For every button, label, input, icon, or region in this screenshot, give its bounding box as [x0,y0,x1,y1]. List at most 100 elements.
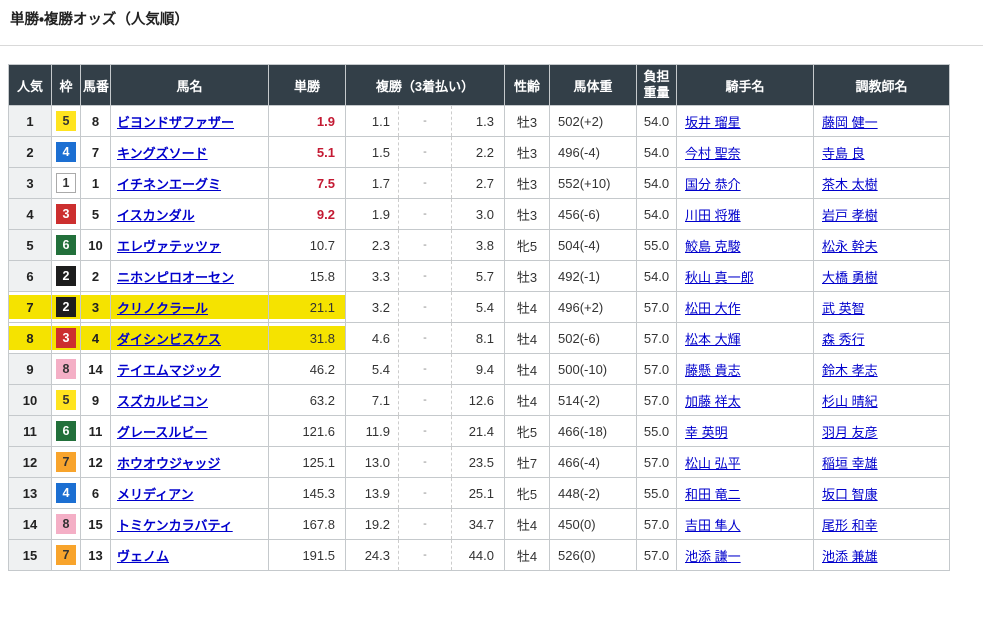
horse-name-cell: エレヴァテッツァ [110,229,269,261]
place-odds-separator: - [398,260,452,292]
trainer-link[interactable]: 岩戸 孝樹 [822,207,878,223]
frame-badge: 4 [56,142,76,162]
horse-name-link[interactable]: イチネンエーグミ [117,176,222,192]
place-odds-separator: - [398,167,452,199]
horse-name-link[interactable]: トミケンカラバティ [117,517,233,533]
popularity-cell: 12 [8,446,52,478]
horse-name-link[interactable]: エレヴァテッツァ [117,238,222,254]
horse-name-link[interactable]: スズカルビコン [117,393,209,409]
jockey-cell: 秋山 真一郎 [676,260,814,292]
popularity-cell: 10 [8,384,52,416]
horse-name-link[interactable]: クリノクラール [117,300,209,316]
frame-cell: 4 [51,136,81,168]
frame-badge: 7 [56,452,76,472]
place-odds-min-cell: 2.3 [345,229,399,261]
jockey-link[interactable]: 和田 竜二 [685,486,741,502]
trainer-link[interactable]: 尾形 和幸 [822,517,878,533]
horse-name-link[interactable]: ヴェノム [117,548,170,564]
horse-number-cell: 8 [80,105,111,137]
carried-weight-cell: 54.0 [636,105,677,137]
trainer-link[interactable]: 稲垣 幸雄 [822,455,878,471]
horse-name-link[interactable]: イスカンダル [117,207,195,223]
trainer-link[interactable]: 寺島 良 [822,145,865,161]
jockey-link[interactable]: 吉田 隼人 [685,517,741,533]
trainer-link[interactable]: 池添 兼雄 [822,548,878,564]
horse-name-cell: メリディアン [110,477,269,509]
jockey-link[interactable]: 鮫島 克駿 [685,238,741,254]
jockey-cell: 松本 大輝 [676,322,814,354]
popularity-cell: 2 [8,136,52,168]
horse-name-link[interactable]: ニホンピロオーセン [117,269,235,285]
horse-name-link[interactable]: ビヨンドザファザー [117,114,235,130]
trainer-link[interactable]: 森 秀行 [822,331,865,347]
horse-name-link[interactable]: グレースルビー [117,424,208,440]
horse-name-link[interactable]: メリディアン [117,486,194,502]
odds-table: 人気 枠 馬番 馬名 単勝 複勝（3着払い） 性齢 馬体重 負担重量 騎手名 調… [8,64,950,571]
jockey-cell: 今村 聖奈 [676,136,814,168]
horse-row: 9 8 14 テイエムマジック 46.2 5.4 - 9.4 牡4 500(-1… [8,353,950,385]
place-odds-max-cell: 21.4 [451,415,505,447]
sex-age-cell: 牡4 [504,384,550,416]
col-header-win-odds: 単勝 [268,64,346,106]
frame-badge: 8 [56,359,76,379]
horse-number-cell: 2 [80,260,111,292]
horse-name-link[interactable]: ホウオウジャッジ [117,455,221,471]
trainer-link[interactable]: 武 英智 [822,300,865,316]
trainer-link[interactable]: 杉山 晴紀 [822,393,878,409]
jockey-link[interactable]: 藤懸 貴志 [685,362,741,378]
title-divider [0,45,983,46]
place-odds-max-cell: 2.2 [451,136,505,168]
jockey-link[interactable]: 川田 将雅 [685,207,741,223]
trainer-link[interactable]: 羽月 友彦 [822,424,878,440]
place-odds-separator: - [398,384,452,416]
trainer-link[interactable]: 松永 幹夫 [822,238,878,254]
horse-number-cell: 14 [80,353,111,385]
trainer-link[interactable]: 坂口 智康 [822,486,878,502]
jockey-link[interactable]: 秋山 真一郎 [685,269,754,285]
win-odds-cell: 10.7 [268,229,346,261]
jockey-link[interactable]: 松本 大輝 [685,331,741,347]
jockey-link[interactable]: 坂井 瑠星 [685,114,741,130]
horse-name-link[interactable]: キングズソード [117,145,208,161]
col-header-sex-age: 性齢 [504,64,550,106]
jockey-link[interactable]: 今村 聖奈 [685,145,741,161]
jockey-cell: 藤懸 貴志 [676,353,814,385]
place-odds-max-cell: 34.7 [451,508,505,540]
horse-name-cell: イスカンダル [110,198,269,230]
trainer-link[interactable]: 大橋 勇樹 [822,269,878,285]
horse-weight-cell: 502(+2) [549,105,637,137]
trainer-link[interactable]: 茶木 太樹 [822,176,878,192]
jockey-link[interactable]: 幸 英明 [685,424,728,440]
win-odds-cell: 46.2 [268,353,346,385]
horse-name-link[interactable]: ダイシンビスケス [117,331,222,347]
win-odds-cell: 191.5 [268,539,346,571]
place-odds-max-cell: 8.1 [451,322,505,354]
win-odds-cell: 121.6 [268,415,346,447]
horse-number-cell: 11 [80,415,111,447]
popularity-cell: 13 [8,477,52,509]
jockey-link[interactable]: 松田 大作 [685,300,741,316]
trainer-link[interactable]: 藤岡 健一 [822,114,878,130]
jockey-link[interactable]: 池添 謙一 [685,548,741,564]
horse-weight-cell: 526(0) [549,539,637,571]
place-odds-max-cell: 3.0 [451,198,505,230]
horse-number-cell: 10 [80,229,111,261]
trainer-link[interactable]: 鈴木 孝志 [822,362,878,378]
horse-row: 15 7 13 ヴェノム 191.5 24.3 - 44.0 牡4 526(0)… [8,539,950,571]
horse-name-link[interactable]: テイエムマジック [117,362,221,378]
jockey-link[interactable]: 国分 恭介 [685,176,741,192]
horse-row: 13 4 6 メリディアン 145.3 13.9 - 25.1 牝5 448(-… [8,477,950,509]
popularity-cell: 1 [8,105,52,137]
carried-weight-cell: 57.0 [636,446,677,478]
horse-name-cell: グレースルビー [110,415,269,447]
win-odds-cell: 21.1 [268,291,346,323]
frame-badge: 7 [56,545,76,565]
horse-name-cell: ニホンピロオーセン [110,260,269,292]
frame-badge: 3 [56,204,76,224]
frame-cell: 2 [51,260,81,292]
place-odds-separator: - [398,353,452,385]
horse-name-cell: ダイシンビスケス [110,322,269,354]
frame-cell: 7 [51,539,81,571]
jockey-link[interactable]: 加藤 祥太 [685,393,741,409]
jockey-link[interactable]: 松山 弘平 [685,455,741,471]
